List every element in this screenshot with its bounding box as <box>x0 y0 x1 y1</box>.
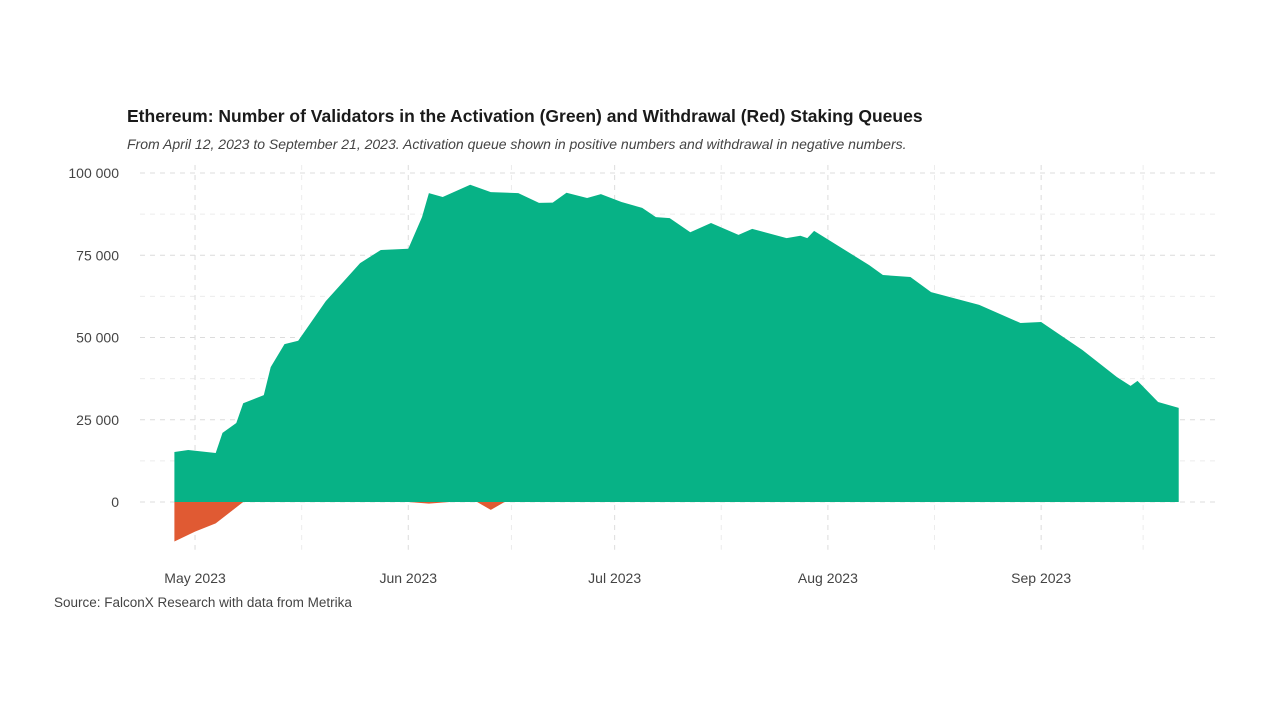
withdrawal-queue-area <box>174 502 1179 542</box>
x-tick-label: May 2023 <box>164 570 226 586</box>
chart-source: Source: FalconX Research with data from … <box>54 595 352 610</box>
chart-subtitle: From April 12, 2023 to September 21, 202… <box>127 136 907 152</box>
y-tick-label: 75 000 <box>76 247 119 263</box>
y-tick-label: 0 <box>111 494 119 510</box>
x-tick-label: Jun 2023 <box>379 570 437 586</box>
activation-queue-area <box>174 184 1179 503</box>
y-tick-label: 100 000 <box>68 165 119 181</box>
y-tick-label: 50 000 <box>76 330 119 346</box>
x-tick-label: Sep 2023 <box>1011 570 1071 586</box>
chart-title: Ethereum: Number of Validators in the Ac… <box>127 106 923 126</box>
y-tick-label: 25 000 <box>76 412 119 428</box>
x-tick-label: Jul 2023 <box>588 570 641 586</box>
x-tick-label: Aug 2023 <box>798 570 858 586</box>
